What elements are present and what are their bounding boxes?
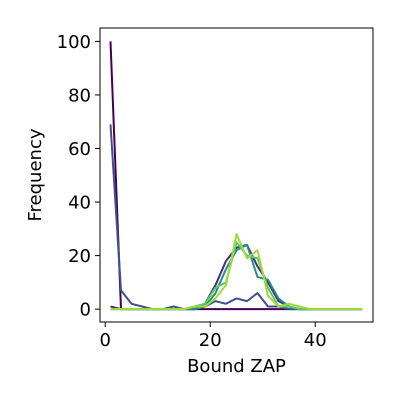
y-tick-label: 100 <box>57 32 91 53</box>
x-ticks: 0 20 40 <box>100 322 327 351</box>
series-line-2 <box>109 124 363 311</box>
plot-frame <box>99 27 374 323</box>
y-axis-label: Frequency <box>25 128 46 221</box>
x-axis-label: Bound ZAP <box>187 356 286 377</box>
y-tick-label: 60 <box>68 139 91 160</box>
x-tick-label: 20 <box>199 330 222 351</box>
series-line-1 <box>109 41 363 311</box>
series-layer <box>109 41 363 311</box>
y-tick-label: 20 <box>68 246 91 267</box>
y-tick-label: 0 <box>80 300 91 321</box>
y-ticks: 0 20 40 60 80 100 <box>57 32 100 321</box>
series-line-6 <box>110 233 363 311</box>
x-tick-label: 0 <box>100 330 111 351</box>
y-tick-label: 80 <box>68 85 91 106</box>
y-tick-label: 40 <box>68 193 91 214</box>
x-tick-label: 40 <box>304 330 327 351</box>
